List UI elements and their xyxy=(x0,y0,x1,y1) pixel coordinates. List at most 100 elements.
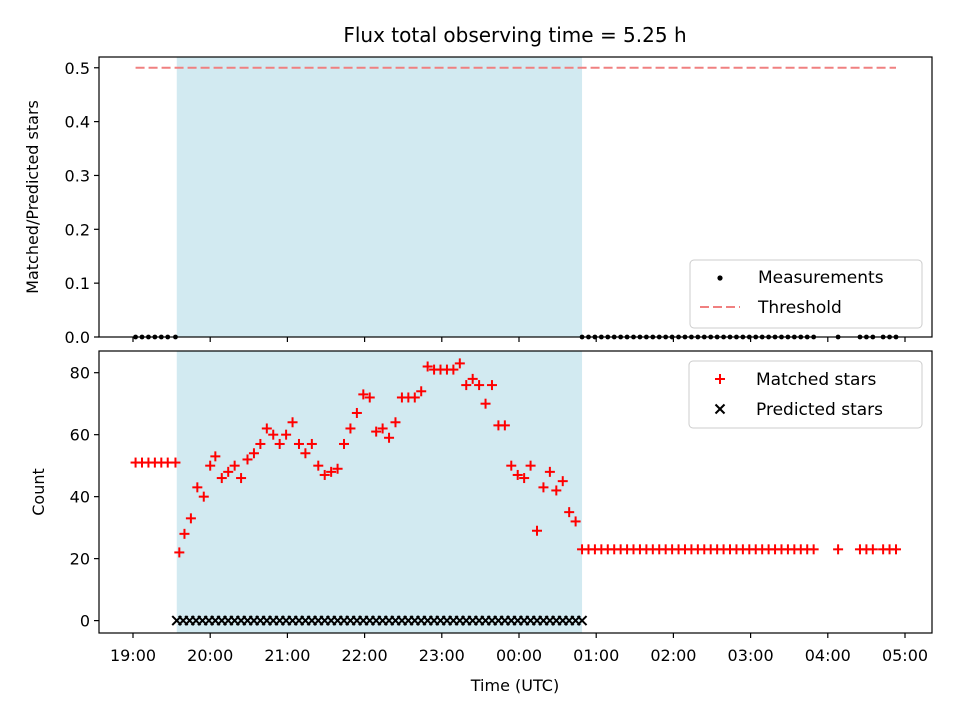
matched-point xyxy=(808,544,819,555)
y-tick-label: 0.1 xyxy=(65,274,90,293)
matched-point xyxy=(293,438,304,449)
x-tick-label: 20:00 xyxy=(187,646,233,665)
matched-point xyxy=(192,482,203,493)
matched-point xyxy=(467,373,478,384)
legend-cross xyxy=(714,403,726,415)
y-tick-label: 40 xyxy=(70,488,90,507)
matched-point xyxy=(287,417,298,428)
x-tick-label: 21:00 xyxy=(264,646,310,665)
legend-threshold-label: Threshold xyxy=(757,298,842,318)
bottom-x-ticks: 19:00 20:00 21:00 22:00 23:00 00:00 01:00 02:00… xyxy=(110,633,928,665)
y-tick-label: 20 xyxy=(70,550,90,569)
matched-point xyxy=(390,417,401,428)
top-y-ticks: 0.0 0.1 0.2 0.3 0.4 0.5 xyxy=(65,59,99,347)
legend-matched-marker xyxy=(715,374,725,384)
x-tick-label: 04:00 xyxy=(805,646,851,665)
matched-point xyxy=(570,516,581,527)
matched-point xyxy=(890,544,901,555)
predicted-points xyxy=(171,615,588,626)
matched-points xyxy=(130,358,901,558)
legend-measurements-marker xyxy=(717,275,723,281)
x-tick-label: 19:00 xyxy=(110,646,156,665)
matched-point xyxy=(557,476,568,487)
legend-plus xyxy=(715,374,725,384)
matched-point xyxy=(364,392,375,403)
matched-point xyxy=(174,547,185,558)
bottom-legend-frame xyxy=(688,360,923,429)
matched-point xyxy=(506,460,517,471)
matched-point xyxy=(358,389,369,400)
x-tick-label: 00:00 xyxy=(496,646,542,665)
bottom-legend: Matched stars Predicted stars xyxy=(688,360,923,429)
matched-point xyxy=(486,380,497,391)
matched-point xyxy=(551,485,562,496)
matched-point xyxy=(319,469,330,480)
matched-point xyxy=(512,469,523,480)
chart-title: Flux total observing time = 5.25 h xyxy=(343,23,686,47)
matched-point xyxy=(409,392,420,403)
bottom-y-ticks: 0 20 40 60 80 xyxy=(70,364,99,631)
matched-point xyxy=(281,429,292,440)
matched-point xyxy=(229,460,240,471)
matched-point xyxy=(300,448,311,459)
matched-point xyxy=(480,398,491,409)
y-tick-label: 0.3 xyxy=(65,166,90,185)
matched-point xyxy=(261,423,272,434)
top-legend-frame xyxy=(689,259,923,329)
matched-point xyxy=(170,457,181,468)
matched-point xyxy=(461,380,472,391)
y-tick-label: 0 xyxy=(80,612,90,631)
matched-point xyxy=(339,438,350,449)
matched-point xyxy=(255,438,266,449)
measurement-points xyxy=(133,334,899,340)
matched-point xyxy=(454,358,465,369)
matched-point xyxy=(345,423,356,434)
matched-point xyxy=(332,463,343,474)
y-tick-label: 0.4 xyxy=(65,113,90,132)
legend-matched-label: Matched stars xyxy=(756,370,876,390)
matched-point xyxy=(416,386,427,397)
matched-point xyxy=(474,380,485,391)
legend-predicted-marker xyxy=(714,403,726,415)
matched-point xyxy=(525,460,536,471)
matched-point xyxy=(223,466,234,477)
legend-measurements-label: Measurements xyxy=(758,268,884,288)
matched-point xyxy=(248,448,259,459)
matched-point xyxy=(179,528,190,539)
x-tick-label: 03:00 xyxy=(728,646,774,665)
top-shaded-interval xyxy=(176,57,583,337)
matched-point xyxy=(274,438,285,449)
matched-point xyxy=(185,513,196,524)
matched-point xyxy=(313,460,324,471)
matched-point xyxy=(371,426,382,437)
matched-point xyxy=(326,466,337,477)
bottom-panel: 0 20 40 60 80 19:00 20:00 21:00 22:00 23:00 00:00… xyxy=(29,350,933,695)
matched-point xyxy=(384,432,395,443)
top-panel: 0.0 0.1 0.2 0.3 0.4 0.5 Matched/Predicted sta… xyxy=(23,56,933,347)
legend-predicted-label: Predicted stars xyxy=(756,400,883,420)
top-legend: Measurements Threshold xyxy=(689,259,923,329)
matched-point xyxy=(422,361,433,372)
matched-point xyxy=(242,454,253,465)
bottom-axes-frame xyxy=(98,350,933,634)
matched-point xyxy=(205,460,216,471)
matched-point xyxy=(544,466,555,477)
matched-point xyxy=(867,544,878,555)
matched-point xyxy=(198,491,209,502)
x-tick-label: 02:00 xyxy=(650,646,696,665)
matched-point xyxy=(519,473,530,484)
matched-point xyxy=(306,438,317,449)
x-tick-label: 22:00 xyxy=(342,646,388,665)
matched-point xyxy=(236,473,247,484)
top-axes-frame xyxy=(98,56,933,338)
top-y-axis-label: Matched/Predicted stars xyxy=(23,100,42,294)
matched-point xyxy=(499,420,510,431)
matched-point xyxy=(538,482,549,493)
y-tick-label: 0.0 xyxy=(65,328,90,347)
matched-point xyxy=(448,364,459,375)
matched-point xyxy=(351,407,362,418)
y-tick-label: 60 xyxy=(70,426,90,445)
bottom-y-axis-label: Count xyxy=(29,468,48,516)
matched-point xyxy=(564,507,575,518)
matched-point xyxy=(833,544,844,555)
